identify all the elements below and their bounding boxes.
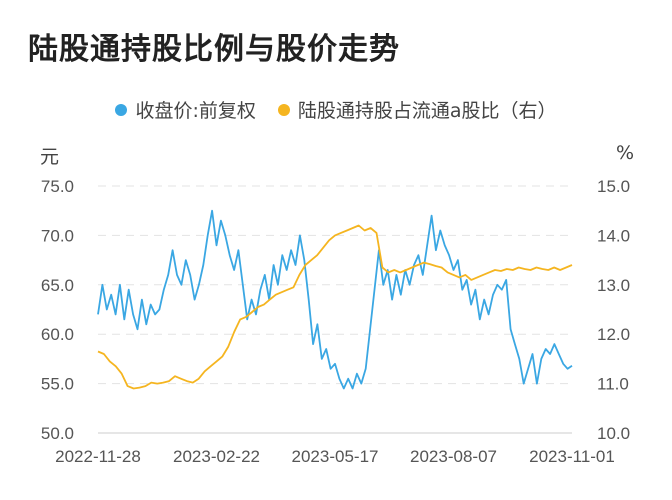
legend-item-holding[interactable]: 陆股通持股占流通a股比（右） — [277, 96, 557, 123]
y-right-tick-label: 10.0 — [597, 424, 630, 443]
x-tick-label: 2023-11-01 — [529, 447, 615, 466]
x-tick-label: 2022-11-28 — [55, 447, 141, 466]
holding-series-line — [97, 224, 573, 390]
chart-title: 陆股通持股比例与股价走势 — [28, 32, 400, 67]
legend-dot-holding — [277, 103, 290, 116]
y-left-tick-label: 55.0 — [41, 375, 74, 394]
y-right-tick-label: 13.0 — [597, 276, 630, 295]
y-left-tick-label: 50.0 — [41, 424, 74, 443]
price-series-line — [97, 209, 573, 390]
legend-dot-price — [115, 103, 128, 116]
x-tick-label: 2023-05-17 — [292, 447, 379, 466]
legend-label-holding: 陆股通持股占流通a股比（右） — [297, 100, 557, 122]
y-right-tick-label: 15.0 — [597, 177, 630, 196]
x-tick-label: 2023-08-07 — [410, 447, 497, 466]
x-tick-label: 2023-02-22 — [173, 447, 260, 466]
right-axis-unit: % — [616, 142, 635, 164]
y-right-tick-label: 14.0 — [597, 226, 630, 245]
y-left-tick-label: 75.0 — [41, 177, 74, 196]
y-left-tick-label: 65.0 — [41, 276, 74, 295]
y-left-tick-label: 60.0 — [41, 325, 74, 344]
y-right-tick-label: 12.0 — [597, 325, 630, 344]
y-right-tick-label: 11.0 — [597, 375, 629, 394]
y-left-tick-label: 70.0 — [41, 226, 74, 245]
legend-label-price: 收盘价:前复权 — [135, 100, 256, 122]
left-axis-unit: 元 — [40, 146, 60, 168]
legend-item-price[interactable]: 收盘价:前复权 — [115, 96, 256, 123]
legend: 收盘价:前复权 陆股通持股占流通a股比（右） — [0, 96, 672, 123]
